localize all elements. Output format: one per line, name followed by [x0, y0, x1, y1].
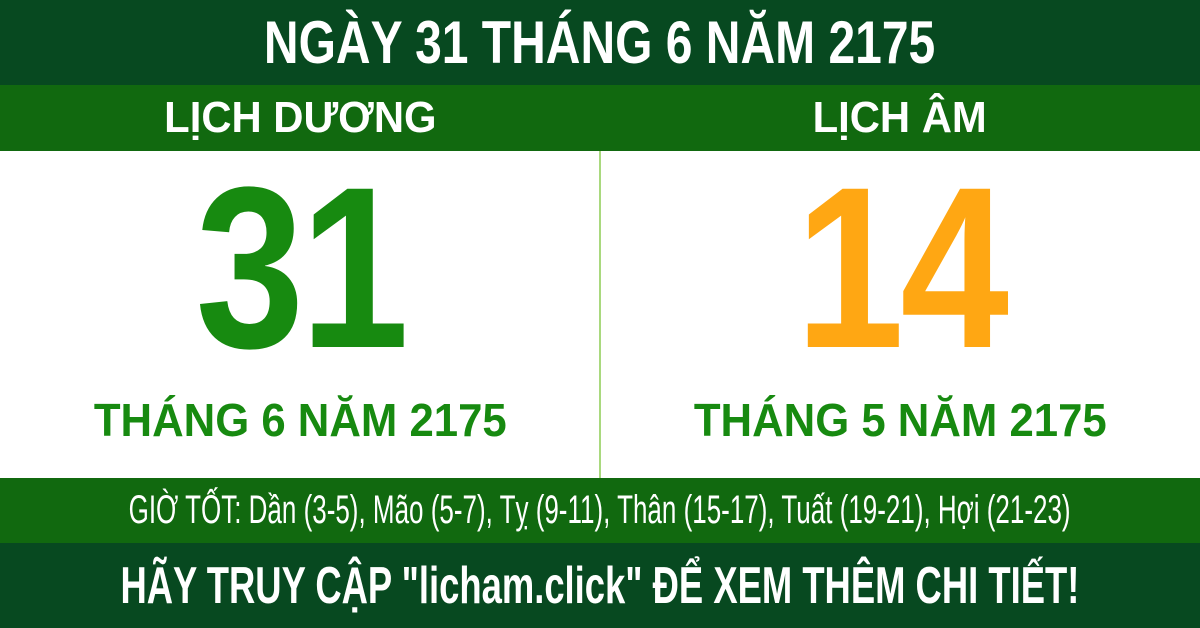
solar-month-year: THÁNG 6 NĂM 2175 — [93, 394, 507, 446]
lunar-month-year: THÁNG 5 NĂM 2175 — [693, 394, 1107, 446]
footer-cta-text: HÃY TRUY CẬP "licham.click" ĐỂ XEM THÊM … — [120, 556, 1080, 615]
date-header: NGÀY 31 THÁNG 6 NĂM 2175 — [0, 0, 1200, 85]
calendar-body: 31 THÁNG 6 NĂM 2175 14 THÁNG 5 NĂM 2175 — [0, 151, 1200, 478]
lunar-day-number: 14 — [795, 139, 1009, 396]
solar-calendar-label: LỊCH DƯƠNG — [163, 93, 437, 142]
date-header-title: NGÀY 31 THÁNG 6 NĂM 2175 — [264, 9, 936, 76]
good-hours-bar: GIỜ TỐT: Dần (3-5), Mão (5-7), Tỵ (9-11)… — [0, 478, 1200, 543]
footer-cta[interactable]: HÃY TRUY CẬP "licham.click" ĐỂ XEM THÊM … — [0, 543, 1200, 628]
solar-column: 31 THÁNG 6 NĂM 2175 — [0, 151, 600, 478]
column-divider — [599, 151, 601, 478]
solar-day-number: 31 — [195, 139, 409, 396]
solar-header-cell: LỊCH DƯƠNG — [0, 85, 600, 151]
lunar-calendar-label: LỊCH ÂM — [812, 93, 988, 142]
lunar-header-cell: LỊCH ÂM — [600, 85, 1200, 151]
lunar-column: 14 THÁNG 5 NĂM 2175 — [600, 151, 1200, 478]
good-hours-text: GIỜ TỐT: Dần (3-5), Mão (5-7), Tỵ (9-11)… — [129, 488, 1071, 532]
calendar-type-bar: LỊCH DƯƠNG LỊCH ÂM — [0, 85, 1200, 151]
